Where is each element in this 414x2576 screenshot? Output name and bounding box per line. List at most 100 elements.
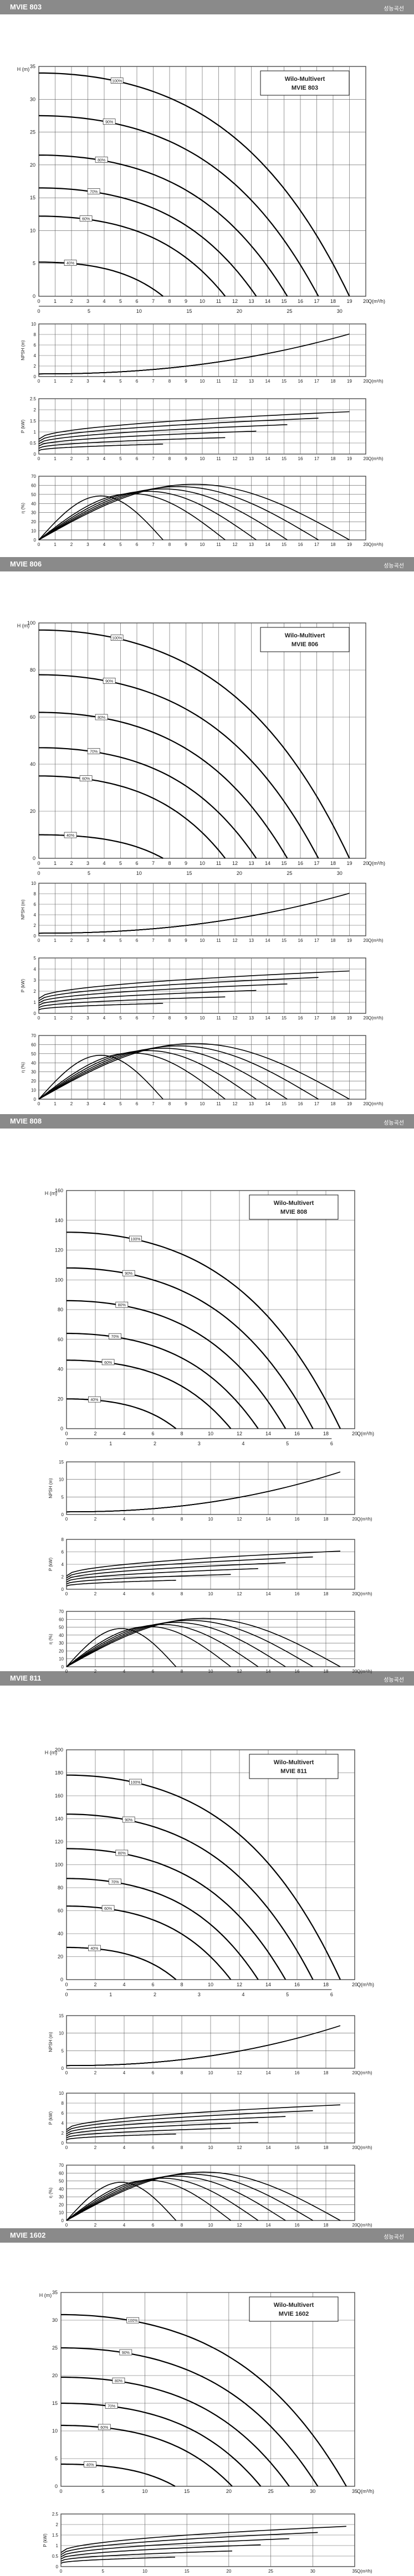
x-tick-label: 20 [363,298,369,304]
x-tick-label: 20 [364,1101,369,1106]
x-tick-label: 12 [233,938,238,943]
power-curve [66,2127,231,2139]
curve-label-box [126,2317,140,2323]
hq-curve [39,747,257,859]
x2-tick-label: 30 [337,308,343,314]
x-tick-label: 14 [265,938,270,943]
curve-label: 70% [90,750,98,754]
x-tick-label: 18 [324,1517,329,1522]
x-tick-label: 18 [331,1016,336,1021]
x-tick-label: 1 [54,379,57,384]
x-tick-label: 19 [347,542,352,547]
legend-frame [249,2296,339,2322]
curve-label-box [105,2403,118,2409]
y-tick-label: 120 [55,1839,63,1845]
y-tick-label: 8 [34,332,37,337]
hq-curve [39,72,350,297]
x-tick-label: 10 [208,1591,213,1596]
section-subtitle: 성능곡선 [384,2234,404,2240]
x-tick-label: 0 [65,2145,68,2150]
y-tick-label: 8 [34,892,37,897]
hq-curve [66,1848,287,1980]
x-tick-label: 2 [70,1016,73,1021]
x-tick-label: 8 [181,2223,183,2228]
hq-curve [67,1905,232,1980]
hq-curve [61,2424,233,2487]
y-tick-label: 100 [55,1862,63,1868]
x-tick-label: 6 [136,379,139,384]
hq-curve [61,2402,262,2487]
curve-label: 70% [108,2404,115,2408]
x-tick-label: 0 [38,938,40,943]
y-tick-label: 140 [55,1218,63,1223]
x-tick-label: 12 [237,1591,242,1596]
x-tick-label: 6 [136,938,139,943]
section-subtitle: 성능곡선 [384,1677,404,1683]
y-tick-label: 50 [59,1625,64,1630]
y-tick-label: 80 [58,1885,63,1890]
x-tick-label: 1 [54,542,57,547]
eff-curve [66,1628,177,1667]
curve-label-box [119,2349,132,2356]
x-tick-label: 15 [282,1016,287,1021]
x2-tick-label: 0 [37,308,40,314]
curve-label: 90% [105,679,113,683]
x-tick-label: 11 [216,938,221,943]
x-tick-label: 4 [103,1101,106,1106]
x-tick-label: 10 [200,379,205,384]
y-tick-label: 0.5 [30,441,37,446]
power-curve [38,444,163,451]
y-tick-label: 2 [34,989,37,994]
eff-curve [66,1626,231,1667]
x-tick-label: 6 [151,1431,154,1436]
x-tick-label: 14 [265,1982,271,1987]
y-tick-label: 40 [31,501,36,506]
x-tick-label: 12 [237,1982,242,1987]
x-tick-label: 1 [54,938,57,943]
y-axis-label: NPSH (m) [21,340,25,360]
x-tick-label: 20 [364,938,369,943]
eff-curve [66,1622,286,1667]
x-tick-label: 2 [70,379,73,384]
curve-label-box [64,260,77,266]
x-tick-label: 4 [123,1669,126,1674]
curve-label-box [109,1878,121,1885]
curve-label: 90% [125,1272,132,1276]
x-tick-label: 5 [119,456,122,461]
x-tick-label: 11 [216,1101,221,1106]
x-tick-label: 14 [266,1517,271,1522]
x-tick-label: 15 [185,2569,190,2574]
x-tick-label: 20 [226,2489,232,2494]
x-tick-label: 20 [352,1517,357,1522]
power-curve [38,996,226,1008]
x-tick-label: 2 [70,1101,73,1106]
hq-curve [61,2463,176,2487]
y-tick-label: 180 [55,1770,63,1776]
y-tick-label: 20 [58,1954,63,1960]
x-tick-label: 16 [298,542,303,547]
legend-model: MVIE 803 [292,85,318,91]
curve-label: 80% [118,1304,126,1307]
y-tick-label: 0 [34,1011,37,1016]
y-tick-label: 4 [34,967,37,972]
eff-curve [66,2173,314,2221]
x-tick-label: 9 [185,542,187,547]
curve-label-box [109,1333,121,1339]
x-tick-label: 13 [249,542,254,547]
power-curve [66,2116,286,2134]
x-axis-label: Q(m³/h) [357,1431,374,1436]
y-tick-label: 140 [55,1816,63,1822]
sub-plot-power: 0 2 4 6 8 0 2 4 6 8 10 12 14 16 18 20 P (kW) Q(m³/h) [48,1537,372,1596]
curve-label: 100% [112,637,122,641]
x-tick-label: 18 [323,1982,329,1987]
plot-frame [60,2513,355,2567]
sub-plot-npsh: 0 5 10 15 0 2 4 6 8 10 12 14 16 18 20 NPSH (m) Q(m³/h) [48,1460,372,1522]
curve-label-box [112,2377,125,2384]
x-tick-label: 0 [37,298,40,304]
y-tick-label: 80 [30,667,35,673]
x-tick-label: 0 [65,2070,68,2075]
curve-label: 90% [105,121,113,125]
